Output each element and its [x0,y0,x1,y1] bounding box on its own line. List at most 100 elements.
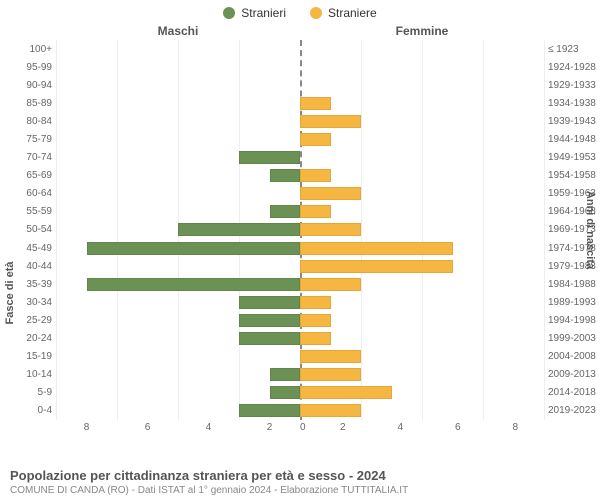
pyramid-row [56,58,544,76]
male-half [56,366,300,384]
legend-swatch-male [223,7,235,19]
birth-year-label: 1994-1998 [544,311,600,329]
female-half [300,348,544,366]
age-band-label: 60-64 [0,185,56,203]
bar-male [270,205,301,218]
female-half [300,40,544,58]
pyramid-row [56,330,544,348]
pyramid-row [56,76,544,94]
male-half [56,348,300,366]
pyramid-row [56,167,544,185]
birth-year-label: 1924-1928 [544,58,600,76]
chart-area: Fasce di età Anni di nascita 100+95-9990… [0,40,600,420]
female-half [300,330,544,348]
pyramid-row [56,311,544,329]
male-half [56,185,300,203]
age-band-label: 85-89 [0,94,56,112]
female-half [300,149,544,167]
male-half [56,149,300,167]
pyramid-row [56,348,544,366]
birth-year-label: 1944-1948 [544,130,600,148]
male-half [56,275,300,293]
male-half [56,239,300,257]
pyramid-row [56,293,544,311]
x-tick: 4 [178,422,239,433]
male-half [56,221,300,239]
bar-male [270,169,301,182]
bar-female [300,115,361,128]
birth-year-label: 1984-1988 [544,275,600,293]
bar-female [300,260,453,273]
pyramid-row [56,40,544,58]
female-half [300,311,544,329]
chart-footer: Popolazione per cittadinanza straniera p… [0,460,600,496]
plot [56,40,544,420]
pyramid-row [56,239,544,257]
bar-male [239,314,300,327]
male-half [56,330,300,348]
female-half [300,402,544,420]
bar-male [239,404,300,417]
birth-year-label: 1989-1993 [544,293,600,311]
bar-female [300,133,331,146]
pyramid-row [56,221,544,239]
bar-male [178,223,300,236]
age-band-label: 10-14 [0,366,56,384]
birth-year-label: 2004-2008 [544,348,600,366]
age-band-label: 80-84 [0,112,56,130]
pyramid-row [56,275,544,293]
female-half [300,275,544,293]
bar-male [270,386,301,399]
male-half [56,257,300,275]
age-band-label: 0-4 [0,402,56,420]
female-half [300,366,544,384]
bar-male [87,278,301,291]
column-header-female: Femmine [300,24,600,38]
bar-female [300,368,361,381]
age-band-label: 15-19 [0,348,56,366]
age-band-label: 20-24 [0,330,56,348]
bar-male [239,332,300,345]
bar-female [300,350,361,363]
bar-male [239,151,300,164]
y-axis-right-title: Anni di nascita [584,191,596,269]
x-axis: 2468 02468 [0,422,600,433]
bar-female [300,169,331,182]
bar-female [300,278,361,291]
pyramid-row [56,366,544,384]
bar-female [300,296,331,309]
male-half [56,402,300,420]
female-half [300,94,544,112]
male-half [56,311,300,329]
male-half [56,384,300,402]
pyramid-row [56,112,544,130]
female-half [300,58,544,76]
column-headers: Maschi Femmine [0,22,600,40]
bar-female [300,97,331,110]
legend-item-male: Stranieri [223,6,286,20]
birth-year-label: 1954-1958 [544,167,600,185]
male-half [56,203,300,221]
birth-year-label: ≤ 1923 [544,40,600,58]
x-tick: 8 [56,422,117,433]
pyramid-row [56,203,544,221]
x-tick: 4 [372,422,430,433]
female-half [300,239,544,257]
column-header-male: Maschi [0,24,300,38]
age-band-label: 50-54 [0,221,56,239]
male-half [56,167,300,185]
female-half [300,185,544,203]
legend-item-female: Straniere [310,6,377,20]
male-half [56,130,300,148]
age-band-label: 70-74 [0,149,56,167]
male-half [56,40,300,58]
bar-female [300,242,453,255]
plot-rows [56,40,544,420]
bar-female [300,332,331,345]
legend-label-female: Straniere [328,6,377,20]
bar-female [300,205,331,218]
x-tick: 0 [300,422,314,433]
y-axis-left: 100+95-9990-9485-8980-8475-7970-7465-696… [0,40,56,420]
pyramid-row [56,94,544,112]
female-half [300,76,544,94]
